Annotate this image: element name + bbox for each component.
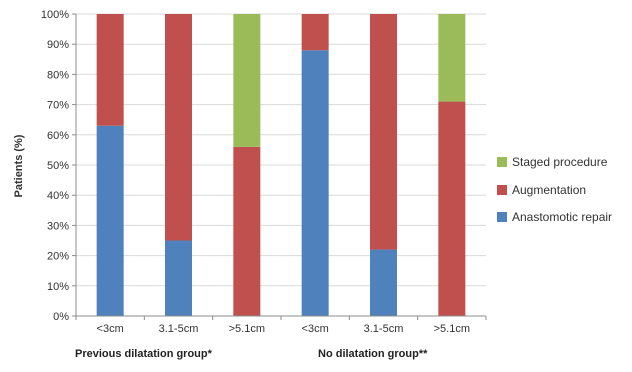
legend-label: Staged procedure: [512, 155, 608, 169]
y-axis-label: Patients (%): [13, 134, 25, 197]
bars: [96, 14, 466, 317]
group-labels: Previous dilatation group* No dilatation …: [75, 348, 428, 360]
y-tick-label: 60%: [47, 130, 69, 142]
y-tick-label: 30%: [47, 220, 69, 232]
bar-segment: [96, 14, 124, 126]
bar-segment: [370, 249, 397, 316]
y-tick-label: 20%: [47, 251, 69, 263]
group-label: No dilatation group**: [318, 348, 428, 360]
x-tick-label: 3.1-5cm: [159, 323, 199, 335]
gridlines: [76, 13, 486, 287]
y-tick-label: 100%: [41, 9, 69, 21]
y-tick-label: 80%: [47, 69, 69, 81]
legend-item: Augmentation: [497, 183, 586, 197]
bar-segment: [233, 146, 261, 316]
bar-segment: [438, 14, 466, 102]
bar-segment: [438, 101, 466, 316]
legend-swatch: [497, 185, 507, 195]
legend-swatch: [497, 157, 507, 167]
y-tick-label: 50%: [47, 160, 69, 172]
legend-item: Anastomotic repair: [497, 210, 612, 224]
legend-label: Anastomotic repair: [512, 210, 612, 224]
x-tick-label: <3cm: [302, 323, 329, 335]
y-tick-label: 0%: [53, 311, 69, 323]
bar-segment: [96, 125, 124, 317]
legend-item: Staged procedure: [497, 155, 608, 169]
x-tick-label: >5.1cm: [434, 323, 470, 335]
x-tick-label: 3.1-5cm: [364, 323, 404, 335]
bar-segment: [165, 14, 192, 241]
axes: [72, 13, 487, 320]
y-tick-labels: 0% 10% 20% 30% 40% 50% 60% 70% 80% 90% 100%: [41, 9, 69, 323]
x-tick-label: <3cm: [97, 323, 124, 335]
bar-segment: [165, 240, 192, 316]
bar-segment: [301, 14, 329, 51]
bar-segment: [233, 14, 261, 147]
y-tick-label: 70%: [47, 100, 69, 112]
bar-segment: [301, 50, 329, 317]
legend-swatch: [497, 212, 507, 222]
legend: Staged procedure Augmentation Anastomotic …: [497, 155, 612, 224]
group-label: Previous dilatation group*: [75, 348, 213, 360]
x-tick-label: >5.1cm: [229, 323, 265, 335]
legend-label: Augmentation: [512, 183, 586, 197]
y-tick-label: 10%: [47, 281, 69, 293]
y-tick-label: 40%: [47, 190, 69, 202]
y-tick-label: 90%: [47, 39, 69, 51]
bar-segment: [370, 14, 397, 250]
x-tick-labels: <3cm 3.1-5cm >5.1cm <3cm 3.1-5cm >5.1cm: [97, 323, 470, 335]
